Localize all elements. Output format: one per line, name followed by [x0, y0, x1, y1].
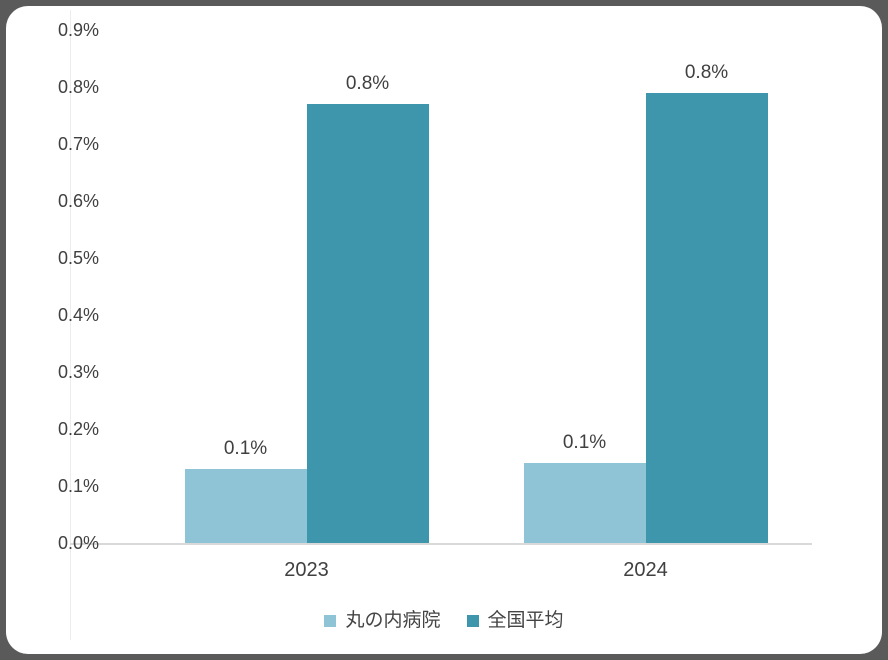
- data-label: 0.8%: [684, 61, 729, 83]
- chart-card: 0.0% 0.1% 0.2% 0.3% 0.4% 0.5% 0.6% 0.7% 0.8% 0.9%…: [6, 6, 882, 654]
- y-tick-label: 0.4%: [58, 305, 100, 325]
- bar-2024-series1: [523, 463, 646, 543]
- x-category-label: 2023: [284, 559, 329, 581]
- legend-swatch-icon: [466, 615, 479, 627]
- y-axis-line: [70, 10, 71, 640]
- y-tick-label: 0.5%: [58, 248, 100, 268]
- y-tick-label: 0.3%: [58, 362, 100, 382]
- data-label: 0.1%: [562, 432, 607, 454]
- bar-2024-series2: [645, 92, 768, 543]
- bar-2023-series2: [306, 104, 429, 543]
- y-tick-label: 0.1%: [58, 476, 100, 496]
- data-label: 0.1%: [223, 437, 268, 459]
- bar-2023-series1: [184, 468, 307, 543]
- x-axis-line: [70, 543, 812, 545]
- y-tick-label: 0.8%: [58, 77, 100, 97]
- data-label: 0.8%: [345, 73, 390, 95]
- legend-item: 全国平均: [466, 610, 564, 632]
- x-category-label: 2024: [623, 559, 668, 581]
- legend-swatch-icon: [324, 615, 337, 627]
- y-tick-label: 0.7%: [58, 134, 100, 154]
- y-tick-label: 0.9%: [58, 20, 100, 40]
- y-tick-label: 0.6%: [58, 191, 100, 211]
- legend-label: 全国平均: [487, 610, 564, 631]
- y-tick-label: 0.2%: [58, 419, 100, 439]
- legend-label: 丸の内病院: [345, 610, 441, 631]
- legend: 丸の内病院 全国平均: [6, 610, 882, 632]
- legend-item: 丸の内病院: [324, 610, 441, 632]
- y-tick-label: 0.0%: [58, 533, 100, 553]
